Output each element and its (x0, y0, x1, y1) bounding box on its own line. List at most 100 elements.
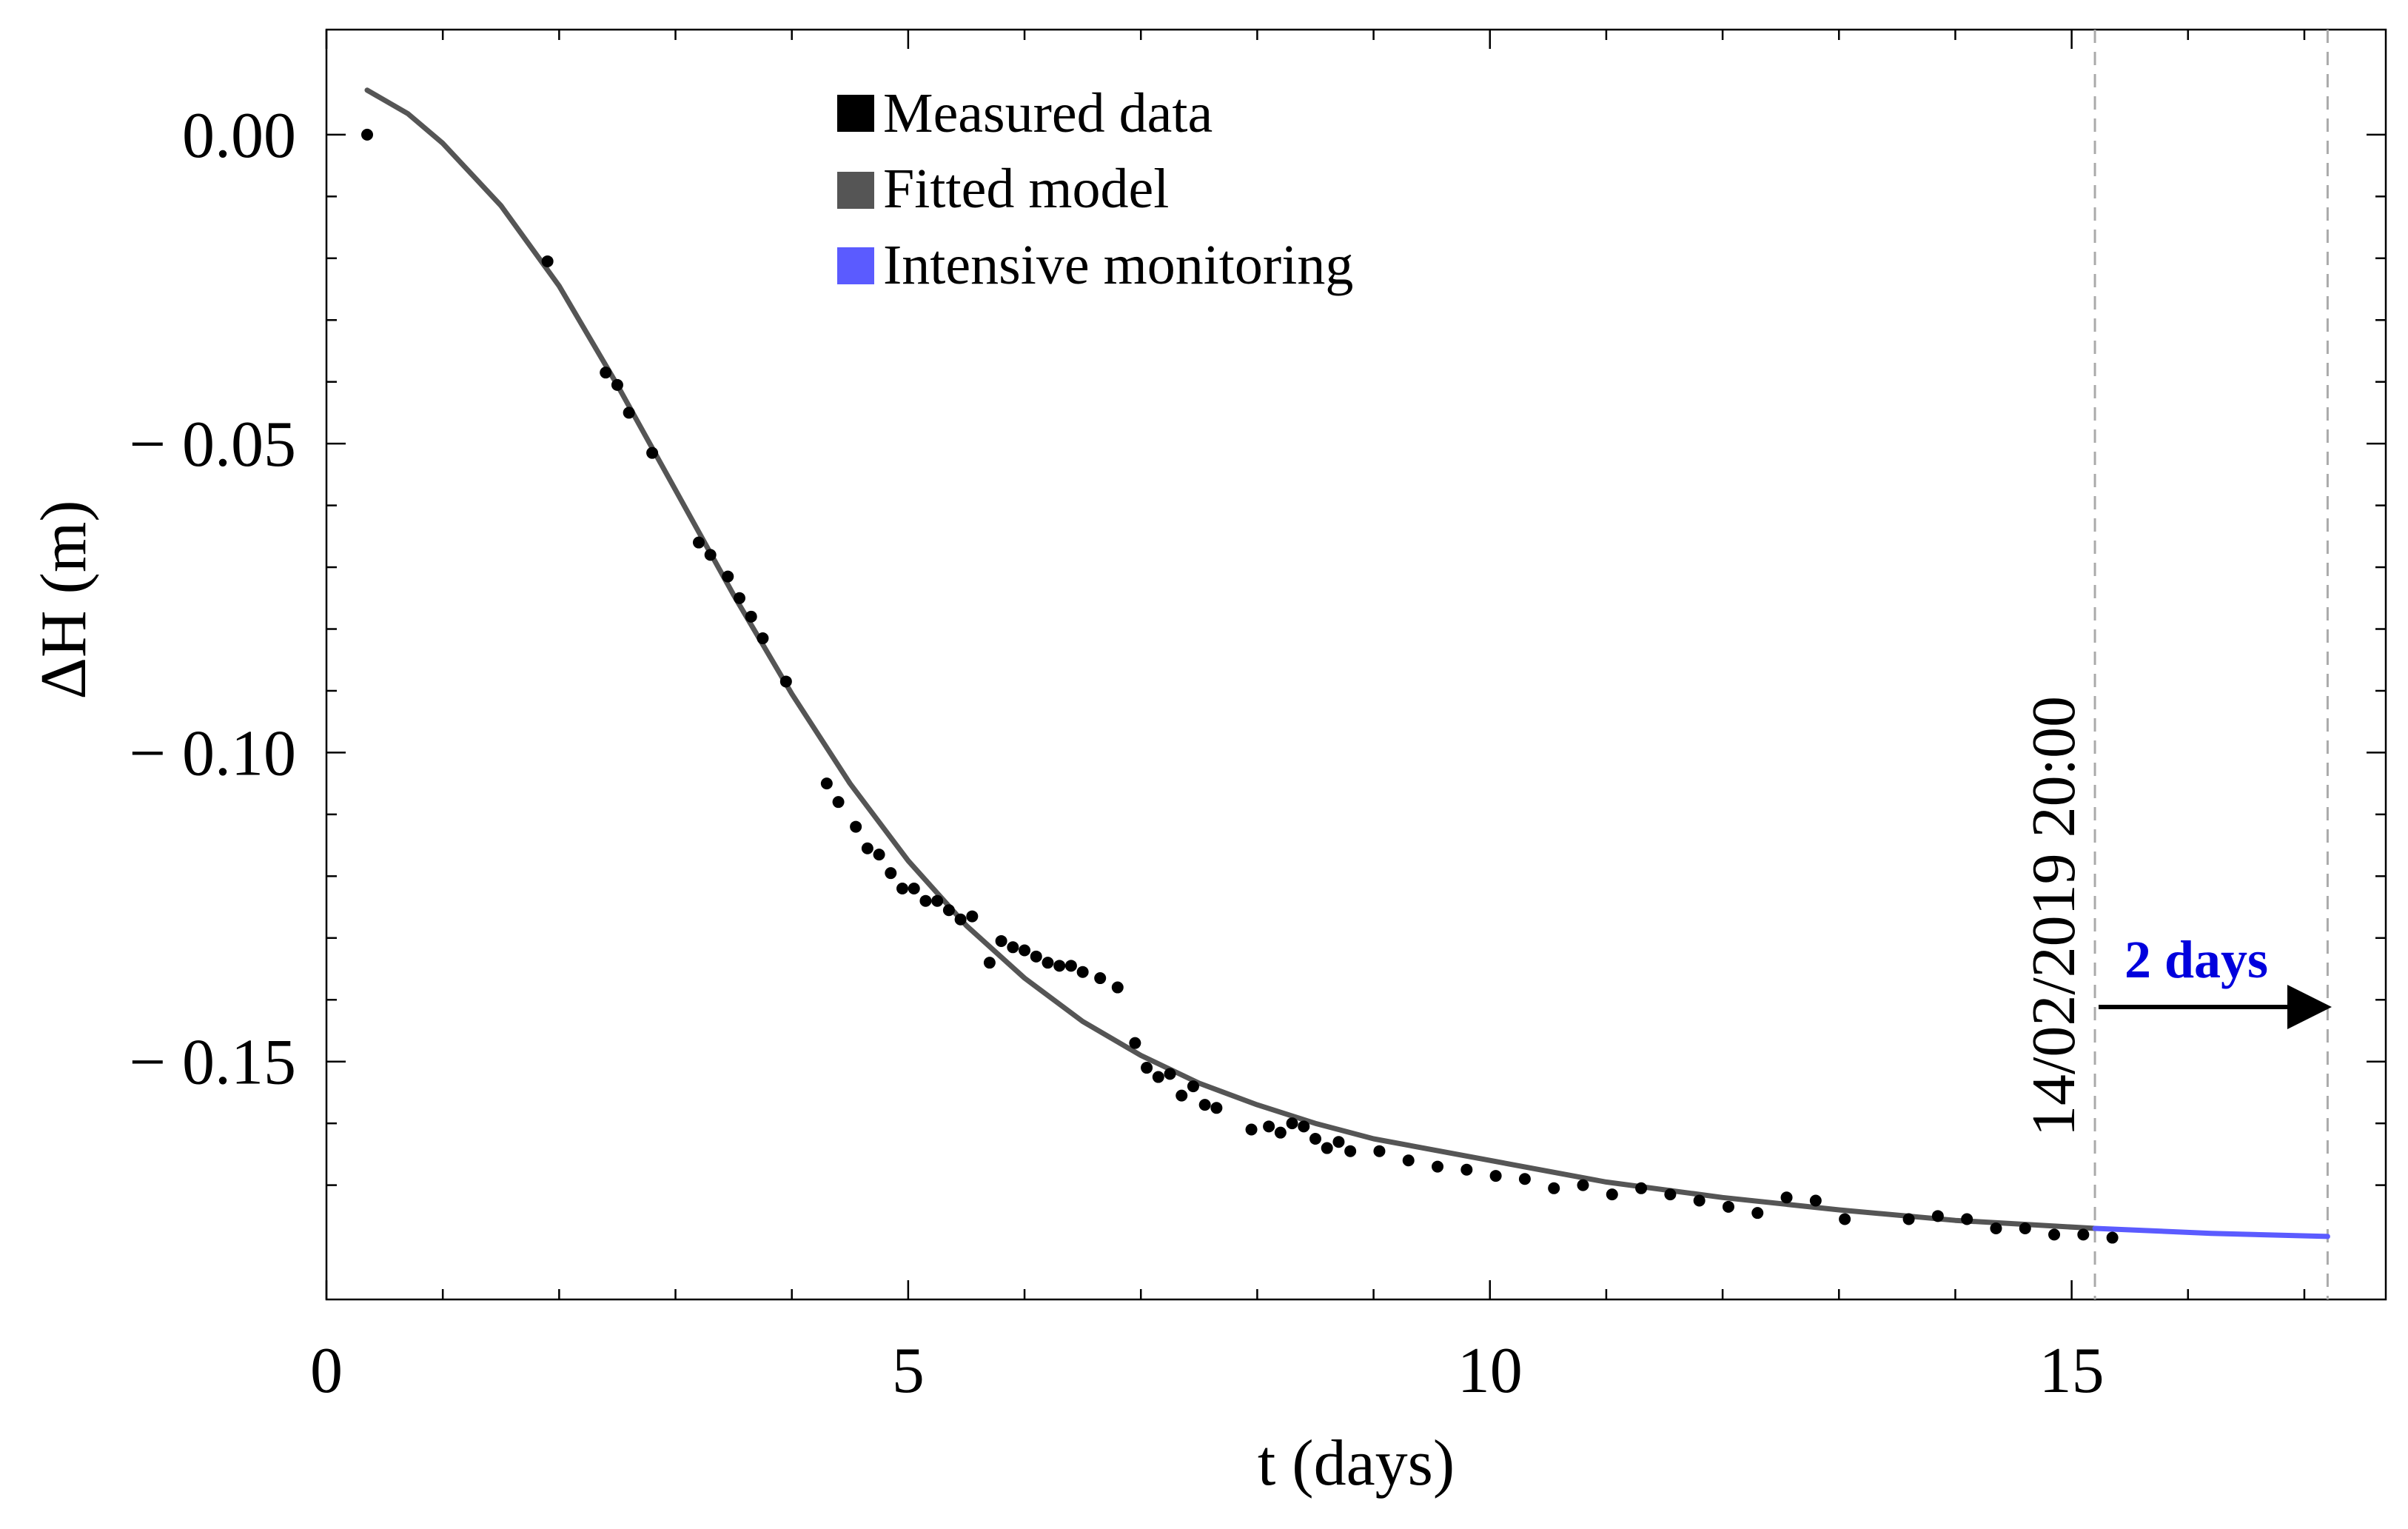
series-lines (364, 87, 2330, 1239)
measured-point (1298, 1120, 1310, 1133)
measured-point (1606, 1188, 1618, 1201)
y-axis-title: ΔH (m) (28, 500, 100, 699)
measured-point (1152, 1071, 1164, 1083)
measured-point (1577, 1179, 1589, 1191)
measured-point (1187, 1080, 1199, 1093)
measured-point (1344, 1145, 1357, 1157)
measured-point (1961, 1213, 1973, 1225)
y-tick-label: − 0.10 (129, 717, 296, 789)
measured-point (1780, 1191, 1793, 1204)
measured-point (1111, 981, 1124, 994)
measured-point (2106, 1231, 2119, 1244)
legend-label-fitted: Fitted model (883, 158, 1169, 220)
measured-point (745, 610, 757, 623)
measured-point (1635, 1182, 1648, 1194)
measured-point (722, 570, 734, 583)
measured-point (908, 883, 920, 895)
legend: Measured data Fitted model Intensive mon… (837, 82, 1353, 296)
measured-point (611, 378, 623, 391)
measured-point (919, 894, 932, 907)
legend-label-intensive: Intensive monitoring (883, 234, 1353, 296)
measured-point (1902, 1213, 1915, 1225)
measured-point (779, 675, 792, 688)
legend-label-measured: Measured data (883, 82, 1213, 144)
measured-point (885, 867, 897, 880)
measured-point (1693, 1194, 1706, 1207)
measured-point (2048, 1228, 2061, 1241)
measured-point (1518, 1173, 1531, 1185)
y-tick-label: 0.00 (182, 100, 296, 172)
y-tick-label: − 0.15 (129, 1027, 296, 1099)
measured-point (1432, 1160, 1444, 1173)
legend-swatch-fitted (837, 172, 874, 209)
measured-point (1164, 1068, 1176, 1080)
measured-point (1094, 972, 1107, 985)
measured-point (2019, 1222, 2031, 1235)
measured-point (861, 842, 873, 854)
measured-point (1274, 1126, 1287, 1139)
measured-point (942, 904, 955, 917)
date-annotation: 14/02/2019 20:00 (2019, 696, 2088, 1137)
measured-point (1931, 1210, 1944, 1222)
measured-point (1460, 1163, 1473, 1176)
measured-point (1664, 1188, 1677, 1201)
tick-marks (325, 30, 2386, 1299)
x-tick-label: 15 (2039, 1335, 2105, 1407)
measured-point (1309, 1133, 1321, 1145)
tick-labels: 0 5 10 15 0.00 − 0.05 − 0.10 − 0.15 (129, 100, 2104, 1407)
measured-point (1332, 1136, 1345, 1148)
measured-point (646, 446, 659, 459)
measured-point (2077, 1228, 2090, 1241)
measured-point (832, 796, 845, 809)
measured-point (931, 894, 944, 907)
measured-point (1053, 960, 1066, 972)
measured-point (757, 632, 769, 645)
measured-point (1198, 1099, 1211, 1111)
measured-point (850, 820, 862, 833)
measured-point (983, 957, 996, 969)
x-tick-label: 5 (892, 1335, 925, 1407)
measured-point (1141, 1062, 1153, 1074)
measured-point (1402, 1154, 1415, 1167)
measured-point (1321, 1142, 1333, 1154)
measured-point (623, 406, 635, 419)
measured-point (1809, 1194, 1822, 1207)
intensive-monitoring-line (2092, 1225, 2330, 1239)
fitted-model-line (364, 87, 2098, 1231)
measured-point (1722, 1200, 1734, 1213)
measured-point (995, 934, 1007, 947)
measured-point (1286, 1117, 1298, 1130)
measured-point (1548, 1182, 1560, 1194)
measured-point (361, 128, 374, 141)
measured-point (954, 913, 967, 926)
measured-point (1019, 944, 1031, 957)
interval-annotation: 2 days (2124, 930, 2268, 989)
measured-point (1129, 1037, 1141, 1049)
measured-point (873, 849, 885, 861)
measured-point (1990, 1222, 2002, 1235)
x-axis-title: t (days) (1258, 1428, 1455, 1499)
measured-point (692, 536, 705, 549)
measured-point (1076, 966, 1089, 978)
plot-area-frame (325, 28, 2387, 1301)
x-tick-label: 0 (310, 1335, 343, 1407)
legend-swatch-intensive (837, 247, 874, 284)
measured-point (1373, 1145, 1386, 1157)
measured-point (820, 777, 833, 790)
measured-point (704, 549, 717, 561)
measured-point (896, 883, 909, 895)
measured-point (541, 255, 554, 267)
measured-point (1064, 960, 1077, 972)
x-tick-label: 10 (1458, 1335, 1523, 1407)
measured-point (966, 910, 979, 923)
measured-point (1839, 1213, 1851, 1225)
measured-point (1245, 1123, 1258, 1136)
measured-point (1007, 941, 1019, 954)
legend-swatch-measured (837, 95, 874, 132)
measured-points (361, 128, 2119, 1244)
y-tick-label: − 0.05 (129, 409, 296, 481)
measured-point (733, 592, 745, 604)
measured-point (1176, 1089, 1188, 1102)
measured-point (1751, 1207, 1764, 1219)
